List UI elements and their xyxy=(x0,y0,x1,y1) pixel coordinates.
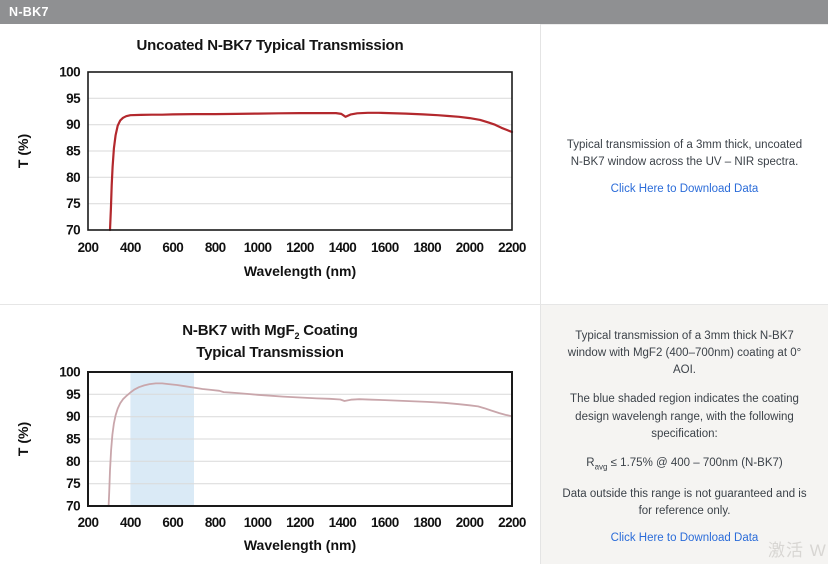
x-axis-title: Wavelength (nm) xyxy=(244,537,356,553)
svg-text:95: 95 xyxy=(66,90,81,105)
svg-text:800: 800 xyxy=(205,515,226,530)
uncoated-description-panel: Typical transmission of a 3mm thick, unc… xyxy=(541,24,828,305)
uncoated-chart-title-text: Uncoated N-BK7 Typical Transmission xyxy=(136,37,404,54)
svg-text:70: 70 xyxy=(66,222,80,237)
coated-description-text-2: The blue shaded region indicates the coa… xyxy=(570,393,799,440)
x-axis-title: Wavelength (nm) xyxy=(244,263,356,279)
content-grid: Uncoated N-BK7 Typical Transmission 200 4… xyxy=(0,24,828,564)
plot-border xyxy=(87,371,513,508)
coated-description-panel: Typical transmission of a 3mm thick N-BK… xyxy=(541,305,828,564)
download-data-link-uncoated[interactable]: Click Here to Download Data xyxy=(610,183,759,196)
svg-text:1600: 1600 xyxy=(371,515,399,530)
spec-prefix: R xyxy=(586,457,595,470)
svg-text:800: 800 xyxy=(205,240,226,255)
coated-transmission-chart: 200 400 600 800 1000 1200 1400 1600 1800 2000 2200… xyxy=(12,364,528,561)
activate-windows-watermark: 激活 W xyxy=(768,541,827,560)
coated-description-text-1: Typical transmission of a 3mm thick N-BK… xyxy=(567,329,802,377)
svg-text:200: 200 xyxy=(78,240,99,255)
svg-text:70: 70 xyxy=(66,499,80,514)
x-tick-labels: 200 400 600 800 1000 1200 1400 1600 1800 2000 2200 xyxy=(78,240,527,255)
x-tick-labels: 200 400 600 800 1000 1200 1400 1600 1800 2000 2200 xyxy=(78,515,527,530)
chart-svg: 200 400 600 800 1000 1200 1400 1600 1800 2000 2200… xyxy=(15,64,527,279)
svg-text:2200: 2200 xyxy=(498,515,526,530)
svg-text:95: 95 xyxy=(66,387,81,402)
svg-text:1000: 1000 xyxy=(244,240,272,255)
svg-text:1200: 1200 xyxy=(286,515,314,530)
svg-text:1800: 1800 xyxy=(413,240,441,255)
uncoated-chart-section: Uncoated N-BK7 Typical Transmission 200 4… xyxy=(0,24,541,305)
plot-border xyxy=(87,70,513,231)
coated-title-part2: Coating xyxy=(299,322,358,339)
coated-title-part1: N-BK7 with MgF xyxy=(182,322,295,339)
svg-text:600: 600 xyxy=(162,515,183,530)
svg-text:600: 600 xyxy=(162,240,183,255)
transmission-curve xyxy=(108,111,514,231)
spec-rest: ≤ 1.75% @ 400 – 700nm (N-BK7) xyxy=(607,457,783,470)
svg-text:200: 200 xyxy=(78,515,99,530)
svg-text:2000: 2000 xyxy=(456,515,484,530)
uncoated-chart-title: Uncoated N-BK7 Typical Transmission xyxy=(137,36,404,56)
coated-title-line2: Typical Transmission xyxy=(196,343,344,361)
svg-text:80: 80 xyxy=(66,169,80,184)
uncoated-transmission-chart: 200 400 600 800 1000 1200 1400 1600 1800 2000 2200… xyxy=(12,58,528,291)
svg-text:400: 400 xyxy=(120,515,141,530)
uncoated-description-text: Typical transmission of a 3mm thick, unc… xyxy=(566,138,803,168)
svg-text:2000: 2000 xyxy=(456,240,484,255)
y-axis-title: T (%) xyxy=(15,133,31,167)
spec-subscript: avg xyxy=(594,462,608,472)
svg-text:1400: 1400 xyxy=(329,515,357,530)
svg-text:75: 75 xyxy=(66,196,81,211)
horizontal-gridlines xyxy=(88,97,512,204)
svg-text:1600: 1600 xyxy=(371,240,399,255)
horizontal-gridlines xyxy=(88,393,512,485)
svg-text:2200: 2200 xyxy=(498,240,526,255)
coated-title-subscript: 2 xyxy=(294,331,300,341)
svg-text:1000: 1000 xyxy=(244,515,272,530)
svg-text:85: 85 xyxy=(66,432,81,447)
y-tick-labels: 70 75 80 85 90 95 100 xyxy=(59,64,81,237)
svg-text:1800: 1800 xyxy=(413,515,441,530)
transmission-curve xyxy=(107,382,513,508)
svg-text:1200: 1200 xyxy=(286,240,314,255)
y-axis-title: T (%) xyxy=(15,422,31,456)
coated-description-text-3: Data outside this range is not guarantee… xyxy=(562,487,807,517)
chart-svg: 200 400 600 800 1000 1200 1400 1600 1800 2000 2200… xyxy=(15,365,527,554)
svg-text:90: 90 xyxy=(66,409,80,424)
svg-text:90: 90 xyxy=(66,117,80,132)
download-data-link-coated[interactable]: Click Here to Download Data xyxy=(610,532,759,545)
page-header: N-BK7 xyxy=(0,0,828,24)
svg-text:400: 400 xyxy=(120,240,141,255)
svg-text:100: 100 xyxy=(59,64,80,79)
svg-text:1400: 1400 xyxy=(329,240,357,255)
svg-text:100: 100 xyxy=(59,365,80,380)
coated-chart-title: N-BK7 with MgF2 Coating Typical Transmis… xyxy=(182,321,358,362)
reflectance-spec: Ravg ≤ 1.75% @ 400 – 700nm (N-BK7) xyxy=(586,455,782,473)
page-title: N-BK7 xyxy=(9,5,49,19)
svg-text:80: 80 xyxy=(66,454,80,469)
svg-text:75: 75 xyxy=(66,476,81,491)
svg-text:85: 85 xyxy=(66,143,81,158)
coated-chart-section: N-BK7 with MgF2 Coating Typical Transmis… xyxy=(0,305,541,564)
y-tick-labels: 70 75 80 85 90 95 100 xyxy=(59,365,81,514)
